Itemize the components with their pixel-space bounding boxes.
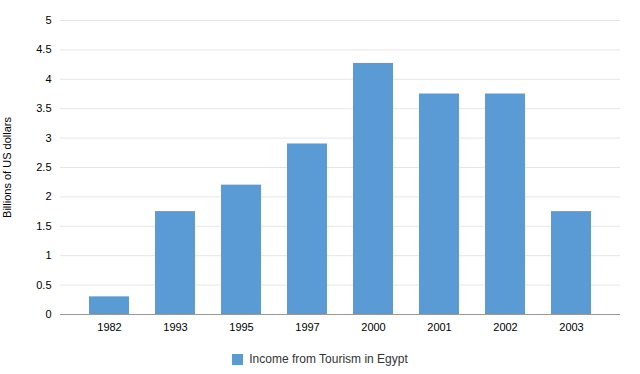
svg-text:0.5: 0.5 bbox=[36, 279, 51, 291]
svg-text:4.5: 4.5 bbox=[36, 43, 51, 55]
svg-text:2003: 2003 bbox=[559, 321, 583, 333]
svg-text:1.5: 1.5 bbox=[36, 220, 51, 232]
svg-text:3.5: 3.5 bbox=[36, 102, 51, 114]
svg-text:2001: 2001 bbox=[427, 321, 451, 333]
svg-text:1995: 1995 bbox=[229, 321, 253, 333]
svg-text:1982: 1982 bbox=[97, 321, 121, 333]
svg-text:0: 0 bbox=[45, 308, 51, 320]
svg-text:1993: 1993 bbox=[163, 321, 187, 333]
svg-text:Billions of US dollars: Billions of US dollars bbox=[1, 117, 13, 218]
svg-text:5: 5 bbox=[45, 14, 51, 26]
html-text:Income from Tourism in Egypt: Income from Tourism in Egypt bbox=[249, 352, 408, 366]
svg-text:2002: 2002 bbox=[493, 321, 517, 333]
svg-text:2000: 2000 bbox=[361, 321, 385, 333]
svg-text:2: 2 bbox=[45, 190, 51, 202]
svg-text:1997: 1997 bbox=[295, 321, 319, 333]
svg-text:3: 3 bbox=[45, 132, 51, 144]
svg-text:2.5: 2.5 bbox=[36, 161, 51, 173]
svg-text:4: 4 bbox=[45, 73, 51, 85]
svg-text:1: 1 bbox=[45, 249, 51, 261]
